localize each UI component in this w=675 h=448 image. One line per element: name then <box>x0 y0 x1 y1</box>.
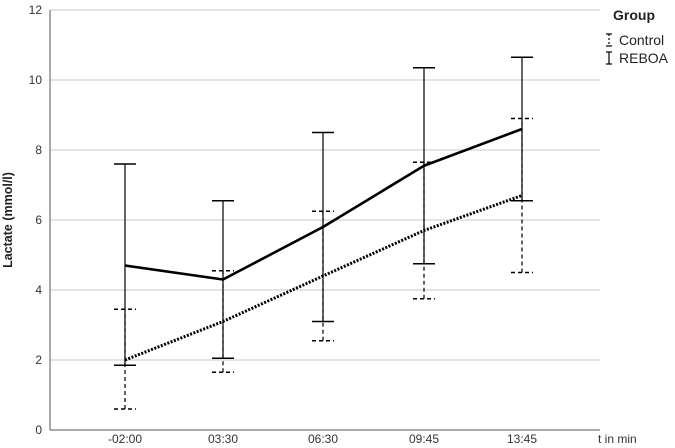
legend-items: Control REBOA <box>606 32 669 66</box>
x-tick-labels: -02:00 03:30 06:30 09:45 13:45 <box>108 432 537 446</box>
legend-item-reboa: REBOA <box>606 50 669 66</box>
y-tick-label-6: 6 <box>35 213 42 227</box>
series-line-reboa <box>124 127 523 281</box>
y-tick-label-2: 2 <box>35 353 42 367</box>
x-tick-label-4: 13:45 <box>507 432 537 446</box>
legend-item-control: Control <box>606 32 664 48</box>
legend-label-control: Control <box>619 32 664 48</box>
y-tick-label-12: 12 <box>29 3 43 17</box>
x-tick-label-3: 09:45 <box>409 432 439 446</box>
series-lines <box>124 127 523 362</box>
y-tick-label-4: 4 <box>35 283 42 297</box>
legend: Group Control REBOA <box>606 7 669 66</box>
x-axis-title: t in min <box>598 432 637 446</box>
series-line-control <box>124 194 523 362</box>
x-tick-label-1: 03:30 <box>208 432 238 446</box>
y-tick-label-0: 0 <box>35 423 42 437</box>
x-tick-label-0: -02:00 <box>108 432 142 446</box>
y-tick-label-8: 8 <box>35 143 42 157</box>
legend-title: Group <box>613 7 655 23</box>
legend-label-reboa: REBOA <box>619 50 669 66</box>
y-tick-labels: 0 2 4 6 8 10 12 <box>29 3 43 437</box>
y-tick-label-10: 10 <box>29 73 43 87</box>
error-bars <box>114 56 533 410</box>
y-axis-title: Lactate (mmol/l) <box>1 172 15 268</box>
x-tick-label-2: 06:30 <box>308 432 338 446</box>
gridlines <box>50 9 600 361</box>
